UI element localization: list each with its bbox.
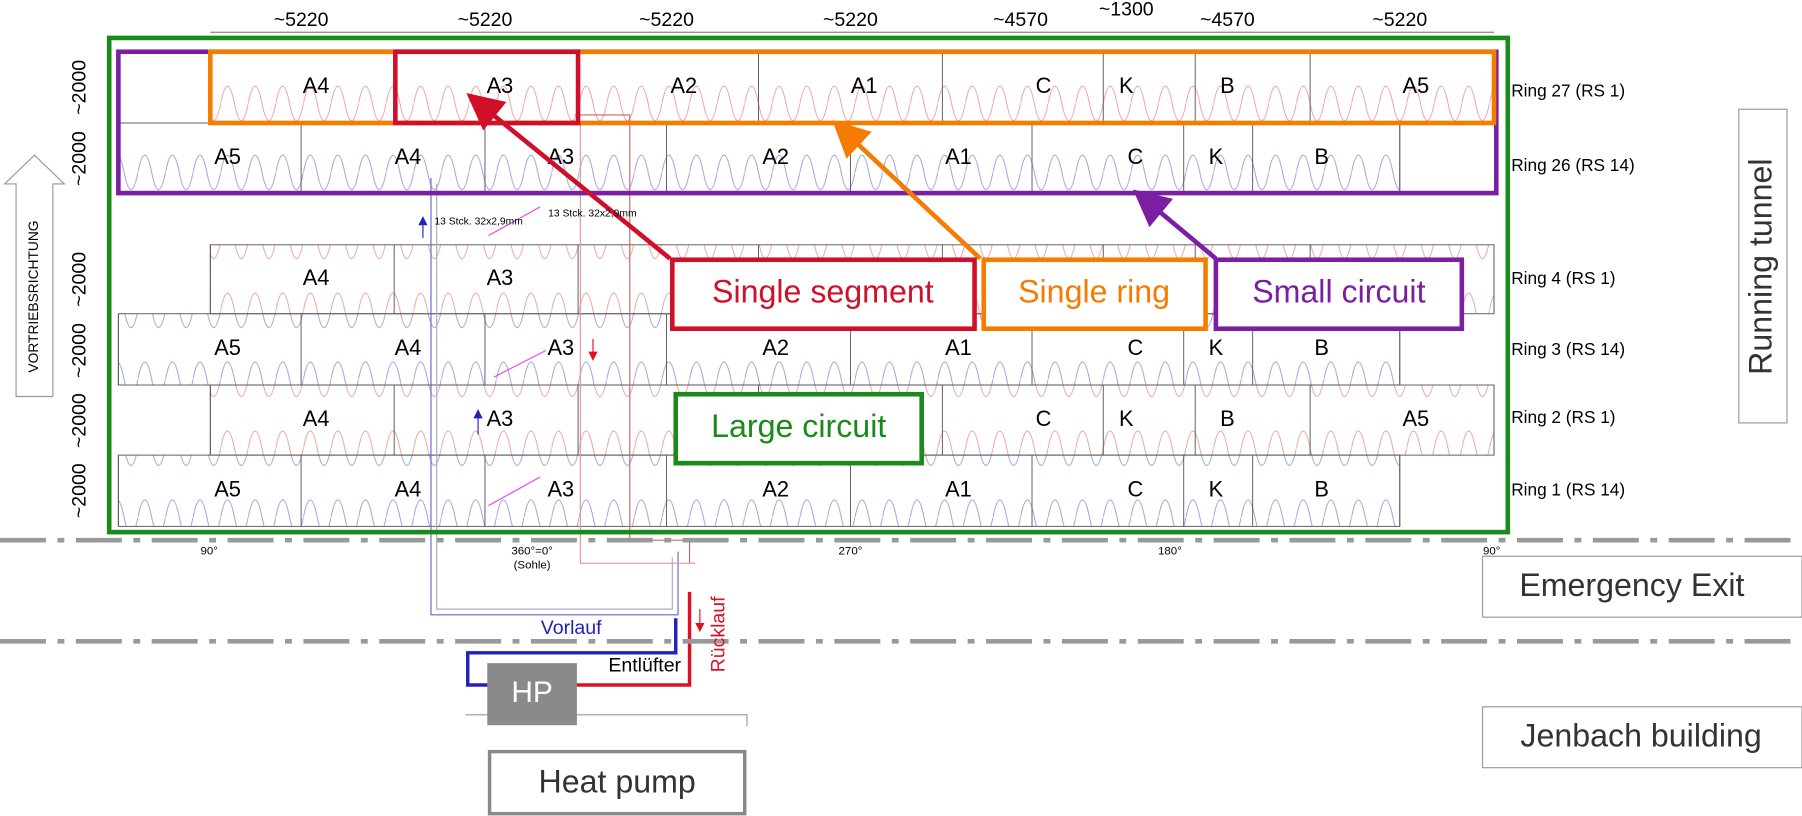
side-dimension: ~2000	[69, 60, 91, 115]
angle-label: 270°	[839, 546, 863, 558]
arrow	[466, 93, 672, 261]
dimension-label: ~5220	[274, 9, 329, 31]
side-dimension: ~2000	[69, 131, 91, 186]
dimension-label: ~4570	[1200, 9, 1255, 31]
direction-label: VORTRIEBSRICHTUNG	[26, 220, 41, 372]
segment-label: C	[1128, 144, 1144, 169]
segment-label: A2	[762, 144, 789, 169]
segment-label: C	[1128, 335, 1144, 360]
segment-label: A4	[303, 73, 330, 98]
segment-label: A4	[395, 144, 422, 169]
callout: Single segment	[712, 274, 934, 310]
segment-label: A5	[1403, 73, 1430, 98]
callout-box	[670, 257, 977, 332]
angle-label: 180°	[1158, 546, 1182, 558]
ring-label: Ring 3 (RS 14)	[1511, 339, 1625, 359]
zone-label: Running tunnel	[1742, 158, 1778, 374]
callout: Large circuit	[711, 408, 886, 444]
ring-label: Ring 2 (RS 1)	[1511, 407, 1615, 427]
side-dimension: ~2000	[69, 393, 91, 448]
side-dimension: ~2000	[69, 252, 91, 307]
dimension-label: ~5220	[1372, 9, 1427, 31]
segment-label: A3	[547, 335, 574, 360]
callout: Small circuit	[1252, 274, 1425, 310]
dimension-label: ~4570	[993, 9, 1048, 31]
angle-label: 360°=0°	[511, 546, 552, 558]
segment-label: B	[1220, 406, 1235, 431]
zone-box	[1481, 555, 1802, 618]
dimension-label: ~1300	[1099, 0, 1154, 21]
callout-box	[981, 257, 1208, 332]
dimension-label: ~5220	[639, 9, 694, 31]
segment-label: A2	[762, 335, 789, 360]
segment-label: B	[1314, 144, 1329, 169]
segment-label: K	[1119, 73, 1134, 98]
dimension-label: ~5220	[458, 9, 513, 31]
segment-label: A3	[547, 477, 574, 502]
vent-label: Entlüfter	[608, 655, 681, 677]
segment-label: A2	[762, 477, 789, 502]
zone-label: Jenbach building	[1520, 717, 1761, 753]
segment-label: K	[1119, 406, 1134, 431]
large-circuit-frame	[106, 35, 1511, 535]
segment-label: A1	[851, 73, 878, 98]
segment-label: K	[1209, 335, 1224, 360]
ring-row	[209, 51, 1495, 124]
arrow	[832, 120, 982, 261]
ring-row	[117, 454, 1401, 527]
ring-label: Ring 27 (RS 1)	[1511, 81, 1625, 101]
angle-label: 90°	[200, 546, 217, 558]
dimension-label: ~5220	[823, 9, 878, 31]
side-dimension: ~2000	[69, 323, 91, 378]
segment-label: A3	[487, 73, 514, 98]
ring-row	[117, 122, 1401, 194]
segment-label: A1	[945, 335, 972, 360]
ring-label: Ring 1 (RS 14)	[1511, 479, 1625, 499]
segment-label: B	[1314, 477, 1329, 502]
segment-label: A5	[214, 335, 241, 360]
segment-label: A5	[1403, 406, 1430, 431]
callout-box	[1213, 257, 1465, 332]
segment-label: A5	[214, 477, 241, 502]
segment-label: B	[1220, 73, 1235, 98]
angle-label: 90°	[1483, 546, 1500, 558]
unit-label: HP	[511, 676, 553, 709]
segment-label: A5	[214, 144, 241, 169]
supply-label: Vorlauf	[541, 617, 602, 639]
unit-caption: Heat pump	[538, 763, 695, 799]
segment-label: C	[1036, 406, 1052, 431]
ring-label: Ring 4 (RS 1)	[1511, 268, 1615, 288]
segment-label: A1	[945, 477, 972, 502]
segment-label: A4	[395, 477, 422, 502]
angle-label: (Sohle)	[514, 559, 551, 571]
segment-label: C	[1128, 477, 1144, 502]
zone-box	[1481, 706, 1802, 769]
zone-box	[1738, 108, 1788, 424]
direction-arrow	[3, 154, 66, 398]
segment-label: K	[1209, 477, 1224, 502]
segment-label: A4	[395, 335, 422, 360]
pipe-note: 13 Stck. 32x2,9mm	[434, 217, 522, 228]
arrow	[1132, 189, 1218, 261]
segment-label: A4	[303, 406, 330, 431]
pipe-note: 13 Stck. 32x2,9mm	[548, 209, 636, 220]
heat-pump-unit	[487, 663, 577, 726]
callout: Single ring	[1018, 274, 1170, 310]
caption-box	[487, 749, 747, 816]
segment-label: K	[1209, 144, 1224, 169]
segment-label: A2	[670, 73, 697, 98]
segment-label: C	[1036, 73, 1052, 98]
callout-box	[673, 391, 924, 466]
ring-label: Ring 26 (RS 14)	[1511, 155, 1634, 175]
segment-label: A3	[487, 406, 514, 431]
dimensions: ~2000 ~2000 ~2000 ~2000 ~2000 ~2000 ~5220 ~5220…	[69, 0, 1495, 518]
zone-label: Emergency Exit	[1519, 567, 1744, 603]
segment-label: A4	[303, 265, 330, 290]
segment-label: A1	[945, 144, 972, 169]
return-label: Rücklauf	[708, 596, 730, 673]
segment-label: A3	[487, 265, 514, 290]
side-dimension: ~2000	[69, 463, 91, 518]
segment-label: B	[1314, 335, 1329, 360]
